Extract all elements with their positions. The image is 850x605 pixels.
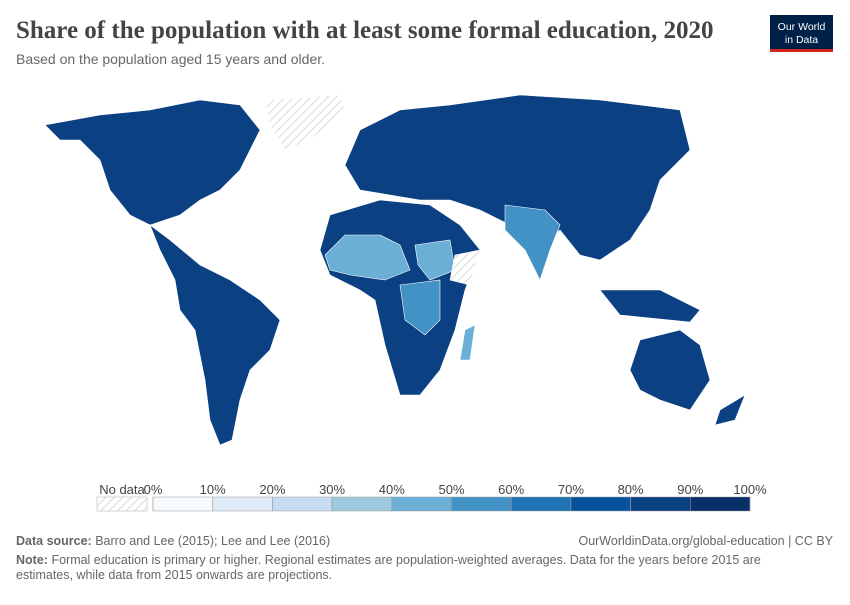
title: Share of the population with at least so…	[16, 17, 713, 44]
somalia	[449, 249, 481, 286]
legend-tick-label: 60%	[498, 482, 524, 497]
legend-tick-label: 80%	[618, 482, 644, 497]
no-data-label: No data	[99, 482, 145, 497]
legend-bin	[391, 496, 452, 512]
logo-text: Our World	[778, 21, 826, 33]
south-america	[149, 224, 281, 446]
southeast-asia	[599, 289, 701, 323]
greenland	[264, 94, 346, 151]
legend-bin	[331, 496, 393, 512]
subtitle: Based on the population aged 15 years an…	[16, 51, 325, 67]
legend-tick-label: 50%	[438, 482, 464, 497]
legend: No data 0% 10% 20% 30% 40% 50% 60% 70% 80% 90% 100…	[96, 482, 767, 512]
madagascar	[459, 324, 476, 361]
legend-tick-label: 70%	[558, 482, 584, 497]
source: Data source: Barro and Lee (2015); Lee a…	[16, 534, 330, 548]
logo-text: in Data	[785, 34, 818, 46]
legend-bin	[272, 496, 333, 512]
legend-tick-label: 0%	[144, 482, 163, 497]
north-america	[44, 99, 261, 226]
legend-tick-label: 30%	[319, 482, 345, 497]
note-label: Note:	[16, 553, 48, 567]
legend-bin	[212, 496, 273, 512]
note-box: Note: Formal education is primary or hig…	[16, 553, 816, 583]
legend-tick-label: 40%	[379, 482, 405, 497]
legend-tick-label: 100%	[733, 482, 767, 497]
legend-bin	[152, 496, 213, 512]
no-data-swatch	[96, 496, 148, 512]
sahel	[324, 234, 411, 281]
india	[504, 204, 561, 281]
logo-bar	[770, 49, 833, 52]
legend-tick-label: 10%	[200, 482, 226, 497]
legend-tick-label: 20%	[259, 482, 285, 497]
logo-box	[770, 15, 833, 50]
logo[interactable]: Our World in Data	[770, 15, 833, 52]
legend-bin	[451, 496, 512, 512]
legend-bin	[690, 496, 751, 512]
map	[44, 94, 746, 446]
legend-bin	[570, 496, 631, 512]
east-africa	[414, 239, 456, 281]
legend-bin	[510, 496, 572, 512]
link[interactable]: OurWorldinData.org/global-education | CC…	[578, 534, 833, 548]
eurasia	[344, 94, 691, 261]
source-label: Data source:	[16, 534, 92, 548]
australia	[629, 329, 711, 411]
note: Note: Formal education is primary or hig…	[16, 553, 816, 583]
new-zealand	[714, 394, 746, 426]
source-text: Barro and Lee (2015); Lee and Lee (2016)	[95, 534, 330, 548]
note-text: Formal education is primary or higher. R…	[16, 553, 761, 582]
central-africa	[399, 279, 441, 336]
legend-bin	[630, 496, 691, 512]
legend-tick-label: 90%	[677, 482, 703, 497]
africa	[319, 199, 481, 396]
